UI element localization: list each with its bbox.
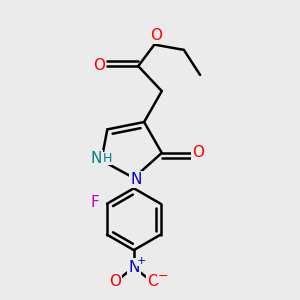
Text: N: N xyxy=(130,172,142,187)
Text: H: H xyxy=(102,152,112,165)
Text: N: N xyxy=(128,260,140,275)
Text: −: − xyxy=(158,269,168,283)
Text: +: + xyxy=(136,256,146,266)
Text: O: O xyxy=(147,274,159,289)
Text: O: O xyxy=(109,274,121,289)
Text: O: O xyxy=(93,58,105,73)
Text: N: N xyxy=(90,151,102,166)
Text: O: O xyxy=(150,28,162,43)
Text: O: O xyxy=(192,145,204,160)
Text: F: F xyxy=(90,195,99,210)
